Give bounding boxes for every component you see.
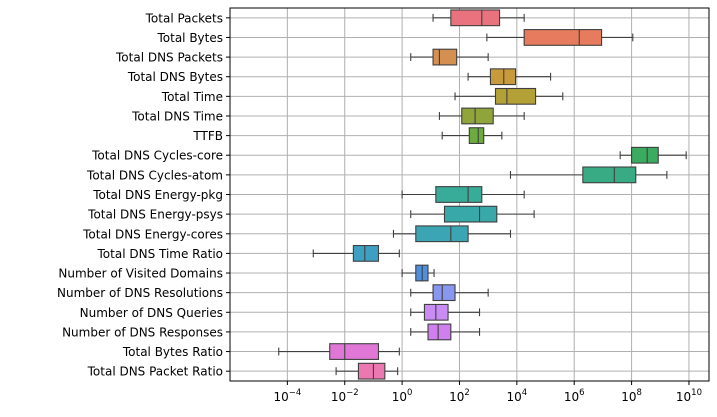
y-tick-label: Number of Visited Domains	[58, 267, 223, 281]
box-total-packets	[432, 9, 525, 27]
box-ttfb	[441, 127, 503, 145]
box-total-dns-packets	[410, 48, 489, 66]
y-tick-label: Total Bytes	[156, 31, 223, 45]
box-iqr	[523, 29, 603, 46]
y-tick-label: Total DNS Energy-cores	[82, 227, 223, 241]
x-tick-label: 10−2	[331, 388, 359, 404]
box-iqr	[461, 107, 494, 125]
y-tick-label: Total Time	[161, 90, 223, 104]
box-iqr	[352, 244, 380, 262]
box-total-dns-packet-ratio	[335, 362, 399, 380]
x-tick-label: 100	[392, 388, 413, 404]
y-tick-label: Total DNS Energy-pkg	[92, 188, 223, 202]
y-tick-label: Total DNS Packets	[115, 51, 223, 65]
box-total-dns-cycles-core	[619, 146, 687, 164]
y-tick-label: Total DNS Time Ratio	[97, 247, 223, 261]
box-total-dns-bytes	[467, 68, 552, 86]
y-tick-label: Total DNS Bytes	[127, 70, 223, 84]
x-tick-label: 10−4	[273, 388, 301, 404]
box-iqr	[427, 323, 452, 341]
y-tick-label: Total DNS Cycles-core	[91, 149, 223, 163]
x-tick-label: 106	[564, 388, 585, 404]
y-tick-label: Total DNS Energy-psys	[87, 208, 223, 222]
box-number-of-dns-responses	[410, 323, 481, 341]
box-iqr	[432, 48, 458, 66]
box-iqr	[329, 343, 380, 360]
y-tick-label: Total Packets	[145, 11, 223, 25]
box-total-dns-energy-cores	[392, 225, 512, 243]
x-tick-label: 102	[449, 388, 470, 404]
box-number-of-visited-domains	[401, 264, 435, 282]
x-tick-label: 1010	[676, 388, 702, 404]
box-total-dns-energy-psys	[410, 205, 535, 223]
box-total-bytes	[486, 29, 634, 46]
box-iqr	[415, 225, 469, 243]
box-total-bytes-ratio	[278, 343, 400, 360]
box-iqr	[494, 87, 537, 105]
y-tick-label: Total Bytes Ratio	[122, 345, 223, 359]
box-series	[278, 9, 687, 380]
box-iqr	[450, 9, 501, 27]
box-total-dns-cycles-atom	[509, 166, 668, 184]
box-iqr	[631, 146, 659, 164]
box-iqr	[489, 68, 517, 86]
x-tick-label: 104	[506, 388, 527, 404]
box-total-dns-time-ratio	[312, 244, 400, 262]
y-tick-labels: Total Packets Total Bytes Total DNS Packet…	[57, 11, 230, 379]
box-total-dns-energy-pkg	[401, 186, 525, 203]
box-number-of-dns-resolutions	[410, 284, 489, 302]
box-iqr	[357, 362, 386, 380]
box-total-time	[454, 87, 564, 105]
y-tick-label: TTFB	[192, 129, 223, 143]
x-tick-label: 108	[621, 388, 642, 404]
y-tick-label: Total DNS Time	[131, 109, 223, 123]
y-tick-label: Total DNS Packet Ratio	[87, 365, 223, 379]
box-iqr	[443, 205, 498, 223]
box-iqr	[582, 166, 637, 184]
box-iqr	[435, 186, 483, 203]
box-iqr	[432, 284, 456, 302]
plot-frame	[229, 7, 710, 382]
box-total-dns-time	[438, 107, 525, 125]
box-iqr	[468, 127, 485, 145]
x-tick-labels: 10−4 10−2 100 102 104 106 108 1010	[273, 381, 702, 404]
y-tick-label: Number of DNS Responses	[62, 325, 223, 339]
y-tick-label: Number of DNS Resolutions	[57, 286, 223, 300]
box-number-of-dns-queries	[410, 303, 481, 321]
y-tick-label: Number of DNS Queries	[80, 306, 223, 320]
y-tick-label: Total DNS Cycles-atom	[86, 168, 223, 182]
